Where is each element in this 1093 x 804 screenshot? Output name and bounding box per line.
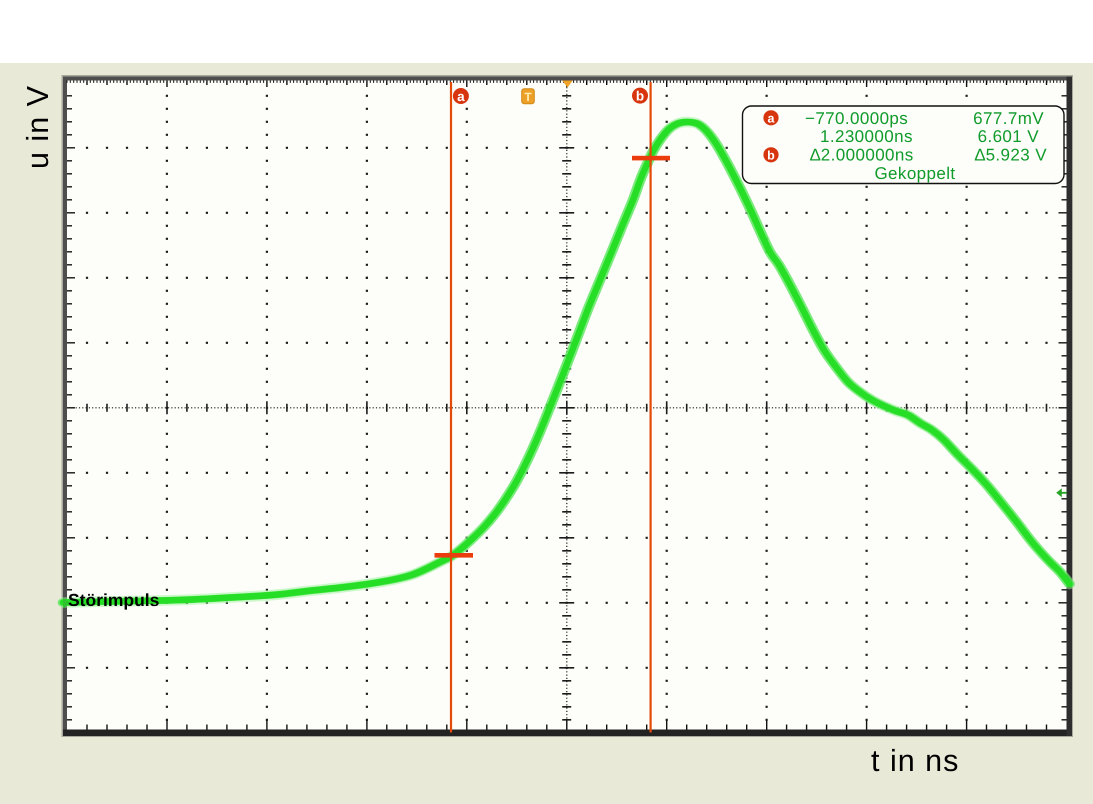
svg-text:∆2.000000ns: ∆2.000000ns [810, 146, 914, 165]
svg-text:1.230000ns: 1.230000ns [820, 127, 913, 146]
svg-text:u in V: u in V [21, 85, 55, 169]
svg-text:b: b [767, 148, 775, 162]
svg-text:−770.0000ps: −770.0000ps [805, 109, 908, 128]
svg-text:a: a [768, 111, 776, 125]
svg-text:t in ns: t in ns [871, 744, 959, 778]
svg-text:Gekoppelt: Gekoppelt [874, 164, 955, 183]
svg-text:∆5.923 V: ∆5.923 V [975, 146, 1047, 165]
svg-text:6.601 V: 6.601 V [978, 127, 1040, 146]
svg-text:b: b [636, 89, 644, 104]
svg-text:Störimpuls: Störimpuls [68, 590, 160, 610]
svg-text:a: a [457, 89, 465, 104]
svg-text:T: T [524, 90, 532, 104]
svg-text:677.7mV: 677.7mV [973, 109, 1044, 128]
